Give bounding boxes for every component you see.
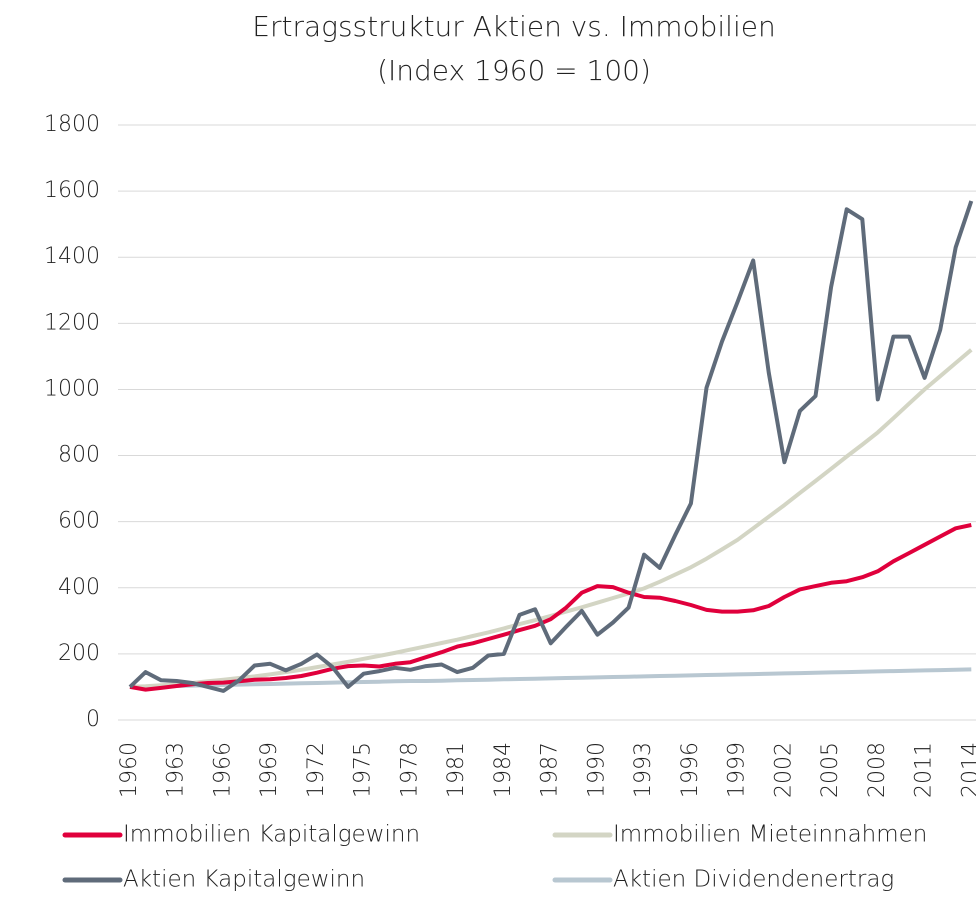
legend-label: Immobilien Mieteinnahmen [613,822,927,848]
series-line [128,200,974,693]
legend-label: Aktien Kapitalgewinn [123,867,365,893]
y-tick-label: 600 [58,509,100,534]
chart-subtitle: (Index 1960 = 100) [377,54,651,87]
legend-label: Aktien Dividendenertrag [613,867,894,893]
y-tick-label: 1600 [44,178,100,203]
x-tick-label: 1987 [538,742,563,798]
x-tick-label: 1984 [491,742,516,798]
x-tick-label: 1999 [725,742,750,798]
y-tick-label: 400 [58,575,100,600]
x-tick-label: 1990 [584,742,609,798]
y-tick-label: 800 [58,443,100,468]
x-tick-label: 1993 [631,742,656,798]
x-tick-label: 1969 [257,742,282,798]
y-tick-label: 1000 [44,376,100,401]
y-tick-label: 200 [58,641,100,666]
x-tick-label: 1972 [304,742,329,798]
x-tick-label: 2002 [771,742,796,798]
x-tick-label: 1960 [117,742,142,798]
x-tick-label: 2005 [818,742,843,798]
series-line [129,667,972,689]
y-tick-label: 1800 [44,112,100,137]
series-line [129,523,972,692]
chart-title: Ertragsstruktur Aktien vs. Immobilien [252,10,775,43]
x-tick-label: 1978 [397,742,422,798]
x-tick-label: 1981 [444,742,469,798]
x-tick-label: 1963 [164,742,189,798]
series-line [129,348,973,689]
y-tick-label: 0 [86,707,100,732]
x-tick-label: 2011 [912,742,937,798]
legend-label: Immobilien Kapitalgewinn [123,822,420,848]
x-tick-label: 1975 [351,742,376,798]
x-tick-label: 2014 [958,742,976,798]
x-tick-label: 1966 [210,742,235,798]
y-tick-label: 1200 [44,310,100,335]
x-tick-label: 2008 [865,742,890,798]
y-tick-label: 1400 [44,244,100,269]
x-tick-label: 1996 [678,742,703,798]
